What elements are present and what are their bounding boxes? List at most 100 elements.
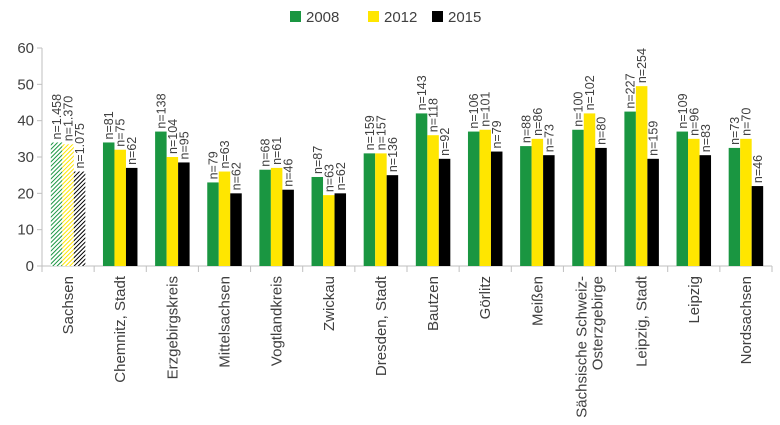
- category-label: Chemnitz, Stadt: [112, 275, 129, 383]
- data-label: n=118: [427, 98, 441, 132]
- category-label: Nordsachsen: [738, 276, 755, 364]
- data-label: n=87: [311, 146, 325, 174]
- y-tick-label: 40: [17, 113, 34, 130]
- bar-2008-10: [572, 129, 584, 266]
- data-label: n=159: [647, 121, 661, 156]
- bar-2012-9: [531, 138, 544, 266]
- category-label: Vogtlandkreis: [269, 276, 286, 366]
- bar-2008-1: [102, 142, 115, 266]
- category-label: Bautzen: [425, 276, 442, 331]
- data-label: n=227: [624, 73, 638, 108]
- legend-swatch: [432, 11, 443, 22]
- bar-2012-7: [427, 135, 439, 266]
- category-label: Meißen: [529, 276, 546, 326]
- bar-2008-9: [520, 146, 532, 266]
- bar-2015-10: [595, 147, 607, 266]
- data-label: n=1.075: [73, 123, 87, 169]
- bar-2008-12: [676, 131, 689, 266]
- data-label: n=62: [230, 162, 244, 190]
- bar-2015-6: [386, 175, 399, 266]
- bar-2008-13: [728, 147, 741, 266]
- data-label: n=1.458: [50, 94, 64, 140]
- bar-2015-12: [699, 155, 712, 266]
- category-label: Erzgebirgskreis: [164, 276, 181, 379]
- bar-2015-1: [125, 167, 138, 266]
- bar-2015-13: [751, 186, 764, 266]
- data-label: n=46: [751, 155, 765, 183]
- data-label: n=62: [125, 137, 139, 165]
- data-label: n=62: [334, 162, 348, 190]
- y-tick-label: 30: [17, 149, 34, 166]
- legend-label: 2008: [306, 9, 339, 26]
- bar-2012-13: [740, 138, 752, 266]
- data-label: n=80: [595, 117, 609, 145]
- data-label: n=136: [386, 137, 400, 172]
- data-label: n=159: [363, 115, 377, 150]
- bar-2012-12: [688, 138, 700, 266]
- bar-2008-0: [50, 142, 63, 266]
- bar-2012-8: [479, 129, 491, 266]
- legend-label: 2012: [384, 9, 417, 26]
- data-label: n=101: [479, 92, 493, 127]
- bar-2012-3: [218, 171, 231, 266]
- data-label: n=157: [374, 115, 388, 150]
- data-label: n=95: [177, 131, 191, 159]
- bar-2012-11: [635, 86, 648, 267]
- bar-2012-10: [583, 113, 596, 267]
- bar-2015-9: [543, 155, 555, 266]
- category-labels: Sachsen Chemnitz, Stadt Erzgebirgskreis Mit…: [60, 275, 755, 418]
- bar-2008-11: [624, 111, 636, 266]
- data-label: n=88: [519, 115, 533, 143]
- data-label: n=68: [259, 139, 273, 167]
- category-label: Sächsische Schweiz-: [574, 276, 591, 418]
- y-tick-label: 50: [17, 76, 34, 93]
- data-label: n=86: [531, 108, 545, 136]
- data-label: n=109: [676, 93, 690, 128]
- legend-swatch: [368, 11, 379, 22]
- bar-2008-3: [207, 182, 219, 266]
- bar-2012-0: [62, 144, 74, 266]
- data-label: n=75: [114, 119, 128, 147]
- bar-2008-7: [415, 113, 428, 267]
- data-label: n=61: [270, 137, 284, 165]
- data-label: n=138: [154, 93, 168, 128]
- y-tick-label: 20: [17, 185, 34, 202]
- legend-swatch: [290, 11, 301, 22]
- bar-2015-11: [647, 158, 659, 266]
- category-label: Mittelsachsen: [217, 276, 234, 368]
- data-label: n=83: [699, 124, 713, 152]
- y-tick-label: 0: [26, 258, 34, 275]
- data-label: n=92: [438, 128, 452, 156]
- bar-2015-7: [438, 158, 451, 266]
- category-label: Görlitz: [477, 276, 494, 319]
- bar-2015-2: [178, 162, 190, 266]
- data-label: n=1.370: [62, 96, 76, 142]
- bar-2012-5: [323, 195, 335, 266]
- bar-2008-2: [155, 131, 167, 266]
- bar-2012-6: [375, 153, 387, 266]
- bar-2015-0: [73, 171, 86, 266]
- category-label: Dresden, Stadt: [373, 275, 390, 376]
- data-label: n=63: [322, 164, 336, 192]
- bar-2015-3: [230, 193, 242, 266]
- data-label: n=104: [166, 119, 180, 154]
- bar-2015-4: [282, 189, 294, 266]
- bar-2012-4: [270, 167, 283, 266]
- data-label: n=79: [207, 151, 221, 179]
- bars: [50, 86, 764, 267]
- data-label: n=79: [490, 120, 504, 148]
- data-label: n=73: [728, 117, 742, 145]
- legend: 2008 2012 2015: [290, 9, 481, 26]
- data-label: n=254: [635, 48, 649, 83]
- bar-2008-6: [363, 153, 376, 266]
- data-label: n=143: [415, 75, 429, 110]
- bar-2012-1: [114, 149, 126, 266]
- category-label: Leipzig: [686, 276, 703, 324]
- category-label: Leipzig, Stadt: [634, 275, 651, 367]
- bar-2008-5: [311, 176, 324, 266]
- category-label: Zwickau: [321, 276, 338, 331]
- data-label: n=63: [218, 140, 232, 168]
